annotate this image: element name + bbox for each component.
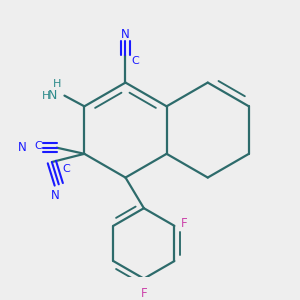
- Text: F: F: [141, 287, 147, 300]
- Text: H: H: [52, 80, 61, 89]
- Text: C: C: [34, 141, 42, 151]
- Text: F: F: [181, 217, 188, 230]
- Text: N: N: [51, 189, 60, 202]
- Text: N: N: [121, 28, 130, 41]
- Text: C: C: [131, 56, 139, 66]
- Text: N: N: [18, 141, 27, 154]
- Text: C: C: [62, 164, 70, 174]
- Text: N: N: [47, 89, 57, 102]
- Text: H: H: [41, 91, 50, 100]
